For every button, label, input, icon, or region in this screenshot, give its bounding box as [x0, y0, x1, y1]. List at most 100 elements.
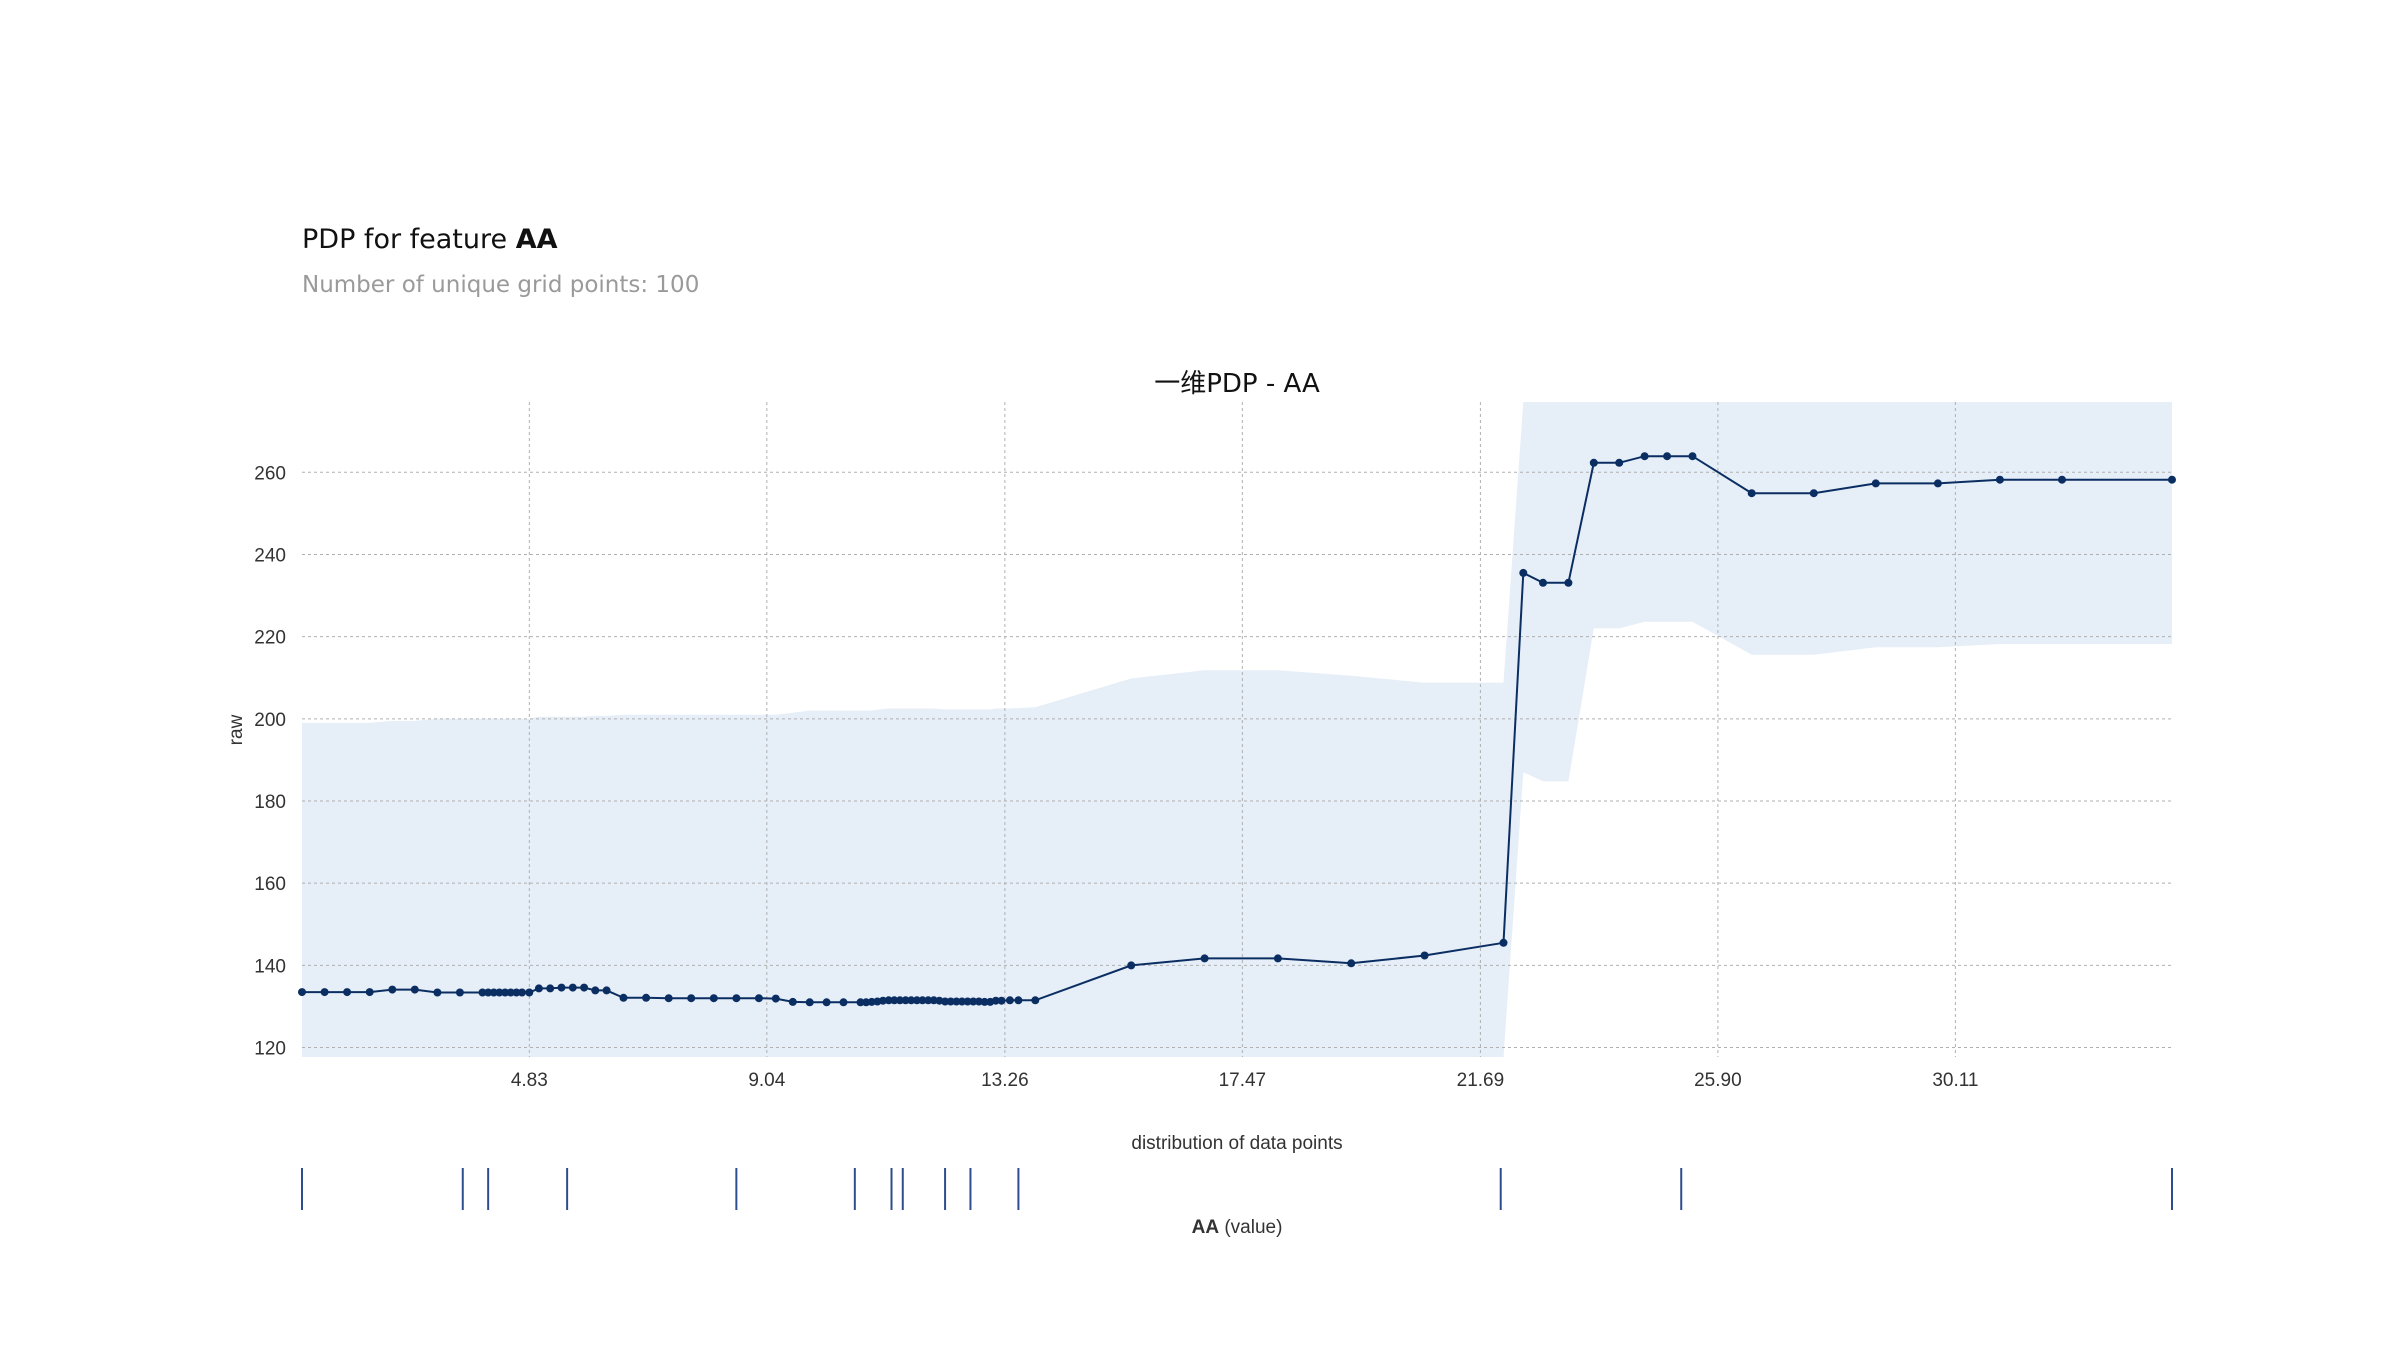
data-point	[1688, 452, 1697, 461]
x-axis-label: AA (value)	[1192, 1217, 1283, 1238]
data-point	[974, 997, 983, 1006]
data-point	[602, 986, 611, 995]
data-point	[1615, 458, 1624, 467]
y-tick-labels: 120 140 160 180 200 220 240 260	[254, 463, 286, 1059]
y-tick-label: 120	[254, 1039, 286, 1060]
y-tick-label: 200	[254, 710, 286, 731]
data-point	[501, 988, 510, 997]
data-point	[997, 996, 1006, 1005]
data-point	[732, 994, 741, 1003]
x-tick-label: 21.69	[1457, 1070, 1505, 1091]
x-tick-label: 30.11	[1932, 1070, 1978, 1091]
data-point	[1420, 951, 1429, 960]
data-point	[771, 994, 780, 1003]
y-tick-label: 260	[254, 463, 286, 484]
data-point	[433, 988, 442, 997]
data-point	[788, 997, 797, 1006]
data-point	[525, 988, 534, 997]
data-point	[320, 988, 329, 997]
data-point	[901, 996, 910, 1005]
data-point	[343, 988, 352, 997]
data-point	[1933, 479, 1942, 488]
data-point	[1347, 959, 1356, 968]
data-point	[856, 998, 865, 1007]
feature-name: AA	[515, 224, 558, 255]
data-point	[2058, 475, 2066, 484]
data-point	[1747, 489, 1756, 498]
data-point	[1995, 475, 2004, 484]
data-point	[1005, 996, 1014, 1005]
x-axis-feature: AA	[1192, 1217, 1220, 1238]
data-point	[557, 983, 566, 992]
data-point	[687, 994, 696, 1003]
data-point	[912, 996, 921, 1005]
data-distribution-rug	[301, 1168, 2173, 1210]
data-point	[1200, 954, 1209, 963]
y-tick-label: 180	[254, 792, 286, 813]
y-tick-label: 140	[254, 956, 286, 977]
data-point	[805, 998, 814, 1007]
data-point	[365, 988, 374, 997]
data-point	[484, 988, 493, 997]
data-point	[1014, 996, 1023, 1005]
data-point	[1127, 961, 1136, 970]
data-point	[839, 998, 848, 1007]
page-subtitle: Number of unique grid points: 100	[302, 272, 700, 298]
data-point	[946, 997, 955, 1006]
y-axis-label: raw	[226, 714, 247, 745]
data-point	[410, 985, 419, 994]
data-point	[580, 983, 589, 992]
data-point	[1640, 452, 1649, 461]
data-point	[754, 994, 763, 1003]
data-point	[952, 997, 961, 1006]
x-axis-suffix: (value)	[1219, 1217, 1282, 1238]
data-point	[642, 993, 651, 1002]
x-tick-label: 17.47	[1219, 1070, 1267, 1091]
grid-lines	[302, 402, 2172, 1057]
data-point	[298, 988, 306, 997]
data-point	[895, 996, 904, 1005]
data-point	[1519, 568, 1528, 577]
confidence-band	[302, 402, 2172, 1057]
x-tick-label: 25.90	[1694, 1070, 1742, 1091]
x-tick-label: 9.04	[748, 1070, 785, 1091]
data-point	[591, 986, 600, 995]
data-point	[963, 997, 972, 1006]
y-tick-label: 240	[254, 545, 286, 566]
data-point	[534, 984, 543, 993]
data-point	[958, 997, 966, 1006]
data-point	[1663, 452, 1672, 461]
data-point	[1273, 954, 1282, 963]
chart-title: 一维PDP - AA	[1154, 369, 1320, 399]
data-point	[918, 996, 927, 1005]
data-point	[884, 996, 893, 1005]
data-point	[518, 988, 526, 997]
data-point	[907, 996, 916, 1005]
data-point	[546, 984, 555, 993]
page-title: PDP for feature AA	[302, 224, 558, 255]
data-point	[568, 983, 577, 992]
data-point	[1871, 479, 1880, 488]
data-point	[991, 996, 1000, 1005]
data-point	[867, 997, 876, 1006]
data-point	[506, 988, 515, 997]
data-point	[969, 997, 978, 1006]
data-point	[980, 997, 989, 1006]
data-point	[489, 988, 498, 997]
data-point	[1031, 996, 1040, 1005]
data-point	[455, 988, 464, 997]
y-tick-label: 160	[254, 874, 286, 895]
x-tick-label: 13.26	[981, 1070, 1029, 1091]
data-point	[478, 988, 487, 997]
x-tick-labels: 4.83 9.04 13.26 17.47 21.69 25.90 30.11	[511, 1070, 1979, 1091]
data-point	[495, 988, 504, 997]
data-point	[709, 994, 718, 1003]
confidence-band-area	[302, 402, 2172, 1057]
data-point	[619, 993, 628, 1002]
x-tick-label: 4.83	[511, 1070, 548, 1091]
data-point	[388, 985, 397, 994]
data-point	[822, 998, 831, 1007]
data-point	[1499, 938, 1508, 947]
